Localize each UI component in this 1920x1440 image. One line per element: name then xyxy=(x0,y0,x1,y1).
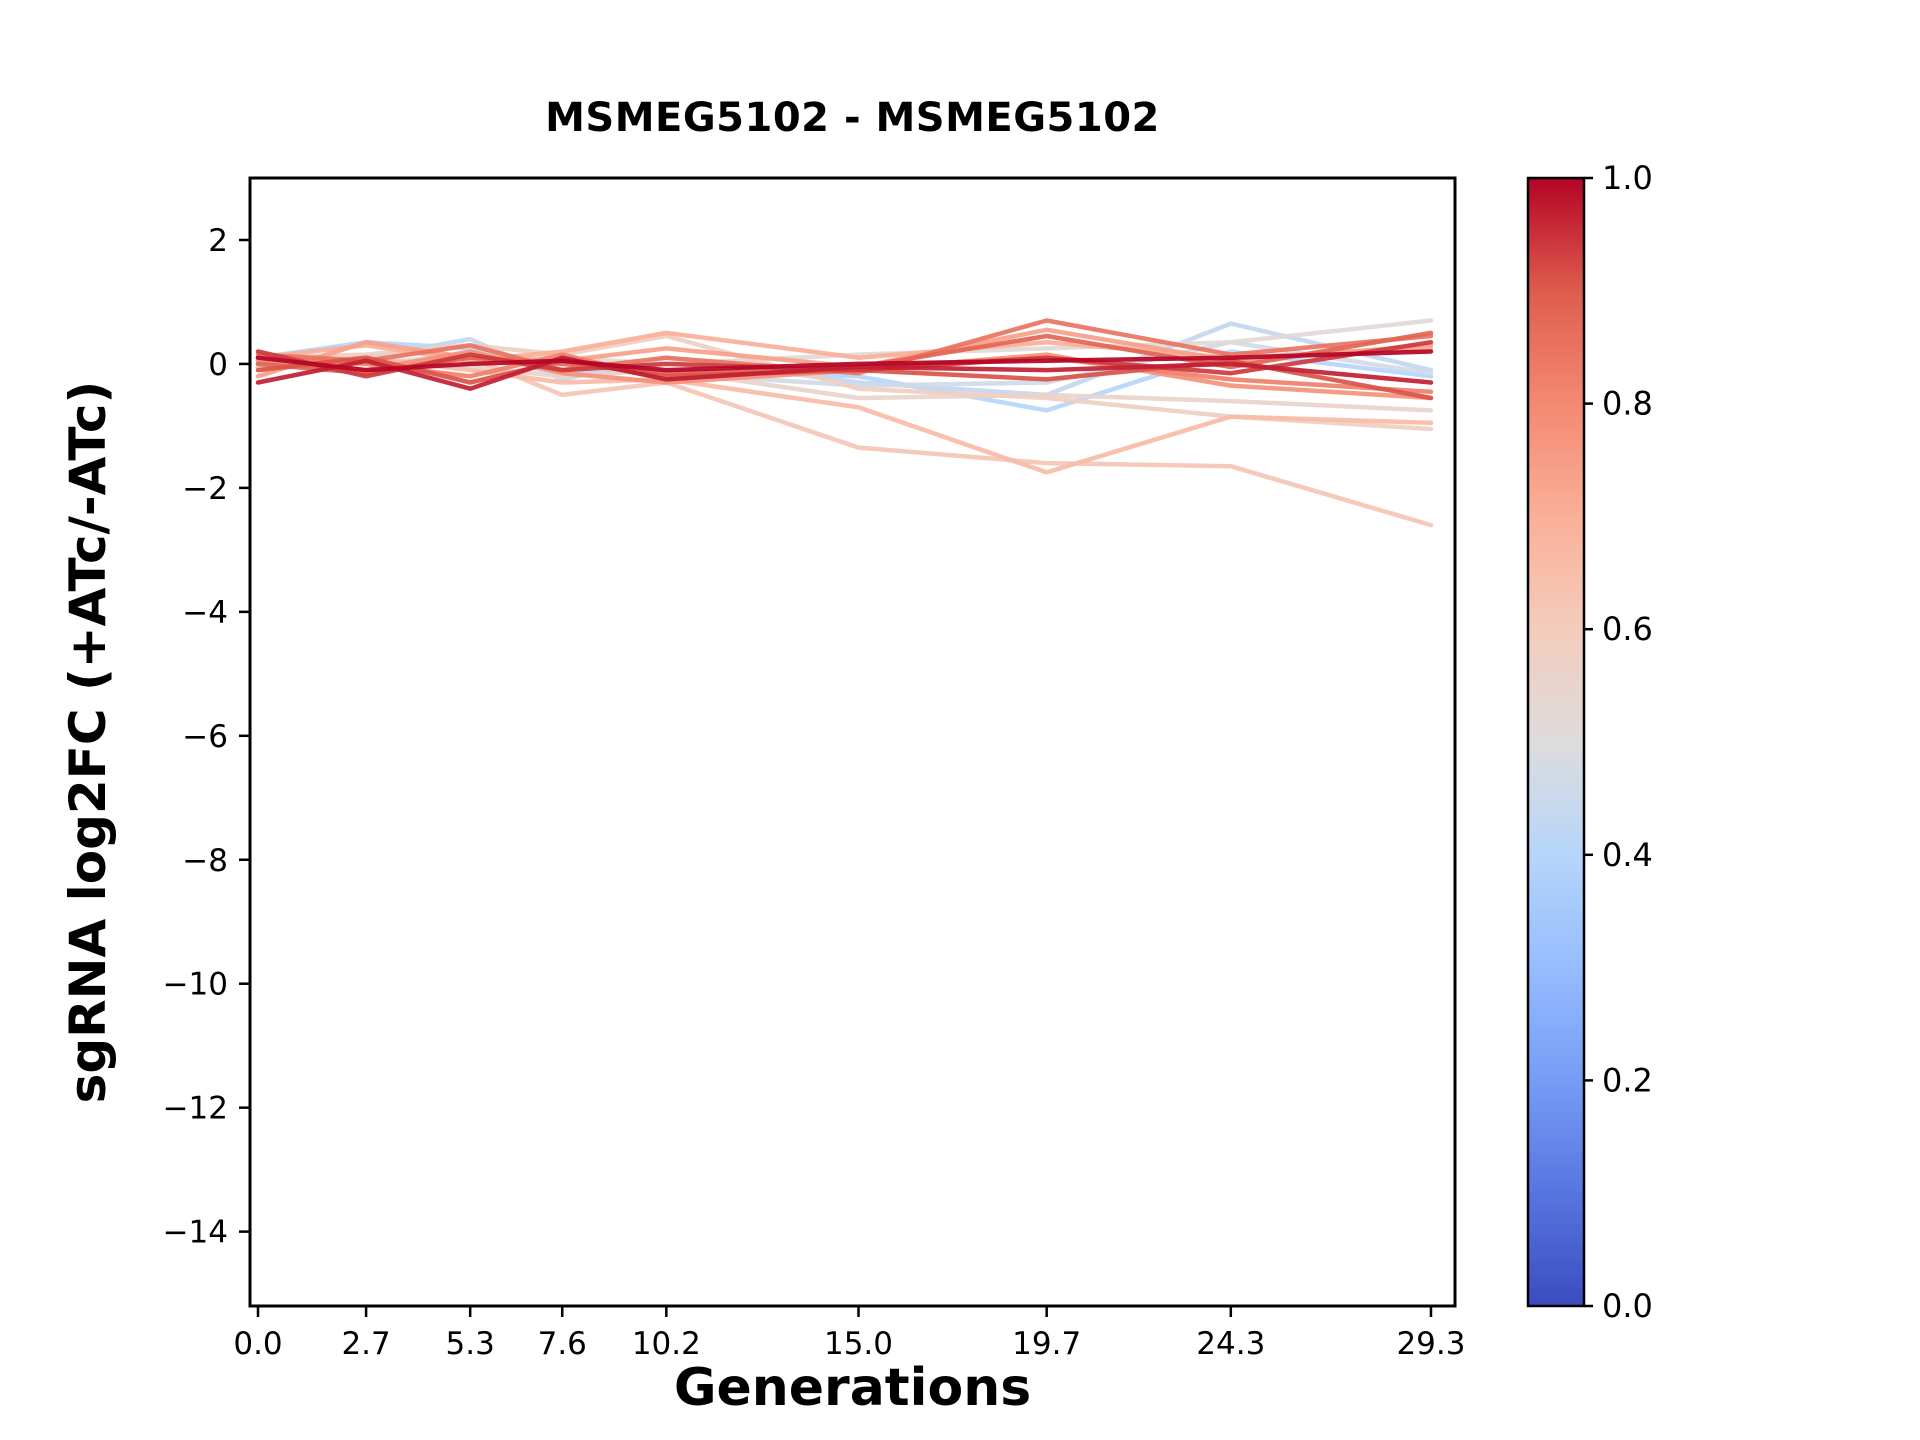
plot-frame xyxy=(248,176,1457,1308)
y-tick-label: 0 xyxy=(208,347,228,383)
y-tick-label: −6 xyxy=(182,719,228,755)
x-tick-label: 19.7 xyxy=(1012,1326,1081,1362)
x-tick-label: 7.6 xyxy=(538,1326,587,1362)
x-tick-label: 5.3 xyxy=(446,1326,495,1362)
x-axis-label: Generations xyxy=(673,1358,1032,1418)
x-tick-label: 15.0 xyxy=(824,1326,893,1362)
colorbar-tick-label: 1.0 xyxy=(1602,159,1653,197)
colorbar-tick-label: 0.4 xyxy=(1602,836,1653,874)
y-tick-label: −8 xyxy=(182,843,228,879)
y-tick-label: −12 xyxy=(163,1091,228,1127)
series-line xyxy=(255,318,1434,376)
y-tick-label: 2 xyxy=(208,223,228,259)
x-tick-label: 0.0 xyxy=(233,1326,282,1362)
y-tick-label: −10 xyxy=(163,967,228,1003)
colorbar-tick-label: 0.8 xyxy=(1602,385,1653,423)
x-tick-label: 10.2 xyxy=(632,1326,701,1362)
series-line xyxy=(255,349,1434,373)
x-tick-label: 24.3 xyxy=(1196,1326,1265,1362)
series-line xyxy=(255,327,1434,379)
colorbar xyxy=(1528,178,1584,1306)
colorbar-tick-label: 0.2 xyxy=(1602,1061,1653,1099)
x-tick-label: 29.3 xyxy=(1396,1326,1465,1362)
x-tick-label: 2.7 xyxy=(341,1326,390,1362)
colorbar-frame xyxy=(1526,176,1586,1308)
y-tick-label: −4 xyxy=(182,595,228,631)
y-tick-label: −2 xyxy=(182,471,228,507)
y-tick-label: −14 xyxy=(163,1215,228,1251)
colorbar-tick-label: 0.0 xyxy=(1602,1287,1653,1325)
chart-title: MSMEG5102 - MSMEG5102 xyxy=(545,95,1160,141)
colorbar-tick-label: 0.6 xyxy=(1602,610,1653,648)
